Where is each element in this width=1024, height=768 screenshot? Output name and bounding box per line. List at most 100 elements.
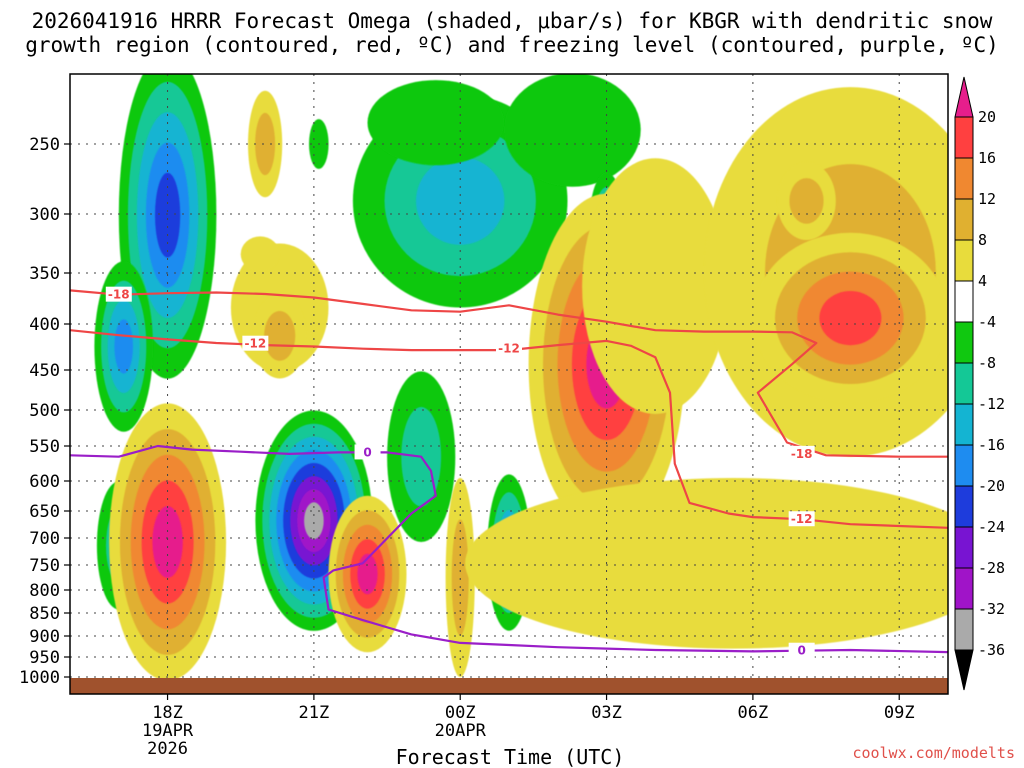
omega-band-17-0 (240, 236, 280, 272)
omega-band-1-3 (114, 319, 133, 374)
omega-band-16-1 (264, 311, 296, 361)
omega-band-0-4 (155, 172, 181, 258)
colorbar-band-3 (954, 239, 974, 282)
x-tick-label-18Z: 18Z (152, 703, 183, 723)
omega-blob-4 (255, 410, 373, 631)
omega-band-3-4 (152, 506, 183, 578)
omega-blob-3 (109, 403, 227, 681)
y-tick-label-650: 650 (29, 502, 60, 522)
omega-band-12-1 (255, 112, 276, 176)
colorbar-band-10 (954, 526, 974, 569)
y-tick-label-350: 350 (29, 264, 60, 284)
colorbar-band-12 (954, 608, 974, 651)
y-tick-label-250: 250 (29, 135, 60, 155)
colorbar-band-11 (954, 567, 974, 610)
contour-label-bg-dgz-minus12-0 (242, 335, 269, 351)
omega-band-7-0 (367, 80, 505, 166)
colorbar-band-5 (954, 321, 974, 364)
colorbar-label--12: -12 (978, 395, 1005, 413)
omega-shading (94, 74, 948, 681)
contour-dgz-minus18 (70, 289, 948, 458)
contour-label-bg-freezing-level-0 (354, 444, 381, 460)
ground-bar (70, 678, 948, 694)
contour-label-freezing-level-1: 0 (797, 644, 805, 658)
colorbar: 20 16 12 8 4 -4 -8 -12 -16 -20 -24 -28 -32 -36 (954, 76, 1005, 691)
omega-blob-20 (582, 158, 729, 414)
y-tick-label-550: 550 (29, 437, 60, 457)
x-tick-label-06Z: 06Z (738, 703, 769, 723)
colorbar-label--8: -8 (978, 354, 996, 372)
y-tick-label-700: 700 (29, 529, 60, 549)
omega-blob-1 (94, 261, 153, 432)
contour-label-bg-dgz-minus18-0 (105, 286, 132, 302)
y-tick-label-600: 600 (29, 472, 60, 492)
colorbar-band-2 (954, 198, 974, 241)
omega-blob-21 (465, 478, 948, 649)
colorbar-top-arrow (954, 76, 974, 118)
y-tick-label-400: 400 (29, 315, 60, 335)
plot-frame (69, 73, 949, 695)
omega-band-21-0 (465, 478, 948, 649)
colorbar-label-16: 16 (978, 149, 996, 167)
omega-blob-5 (328, 495, 407, 653)
omega-blob-24 (777, 161, 836, 240)
omega-band-8-0 (504, 74, 641, 187)
x-tick-date-00Z: 20APR (435, 721, 487, 741)
colorbar-label-20: 20 (978, 108, 996, 126)
contour-label-bg-freezing-level-1 (788, 642, 815, 658)
colorbar-label--4: -4 (978, 313, 996, 331)
colorbar-band-6 (954, 362, 974, 405)
colorbar-label-4: 4 (978, 272, 987, 290)
x-axis-label: Forecast Time (UTC) (396, 745, 625, 768)
colorbar-band-9 (954, 485, 974, 528)
x-tick-label-03Z: 03Z (591, 703, 622, 723)
y-tick-label-450: 450 (29, 361, 60, 381)
y-tick-label-500: 500 (29, 401, 60, 421)
x-tick-year-18Z: 2026 (147, 739, 188, 759)
y-tick-label-1000: 1000 (19, 668, 60, 688)
colorbar-label--36: -36 (978, 641, 1005, 659)
colorbar-band-0 (954, 116, 974, 159)
omega-blob-7 (367, 80, 505, 166)
colorbar-band-1 (954, 157, 974, 200)
x-tick-label-00Z: 00Z (445, 703, 476, 723)
colorbar-label-12: 12 (978, 190, 996, 208)
contour-label-dgz-minus12-1: -12 (498, 342, 520, 356)
omega-band-6-2 (416, 157, 505, 245)
omega-band-23-3 (819, 291, 882, 346)
x-tick-date-18Z: 19APR (142, 721, 194, 741)
omega-band-20-0 (582, 158, 729, 414)
contour-label-bg-dgz-minus18-1 (788, 445, 815, 461)
chart-title-line2: growth region (contoured, red, ºC) and f… (25, 33, 999, 57)
omega-blob-23 (752, 232, 948, 404)
contour-label-bg-dgz-minus12-2 (788, 511, 815, 527)
y-tick-label-950: 950 (29, 648, 60, 668)
y-tick-label-900: 900 (29, 627, 60, 647)
contour-freezing-level (70, 444, 948, 654)
contour-label-bg-dgz-minus12-1 (496, 340, 522, 356)
colorbar-label--28: -28 (978, 559, 1005, 577)
contour-label-dgz-minus18-1: -18 (791, 447, 813, 461)
x-tick-label-09Z: 09Z (884, 703, 915, 723)
chart-title-line1: 2026041916 HRRR Forecast Omega (shaded, … (32, 9, 993, 33)
colorbar-label--20: -20 (978, 477, 1005, 495)
contour-label-dgz-minus18-0: -18 (108, 288, 130, 302)
omega-blob-16 (252, 293, 307, 379)
contour-dgz-minus12 (70, 329, 948, 529)
omega-band-24-1 (789, 178, 824, 224)
colorbar-bottom-arrow (954, 649, 974, 691)
omega-blob-12 (248, 90, 283, 198)
omega-blob-8 (504, 74, 641, 187)
colorbar-label--16: -16 (978, 436, 1005, 454)
y-tick-label-300: 300 (29, 205, 60, 225)
colorbar-label--24: -24 (978, 518, 1005, 536)
colorbar-label-8: 8 (978, 231, 987, 249)
contour-label-freezing-level-0: 0 (363, 445, 371, 459)
y-tick-label-750: 750 (29, 556, 60, 576)
credit-text: coolwx.com/modelts (852, 744, 1015, 762)
contour-label-dgz-minus12-0: -12 (245, 337, 267, 351)
contours: -18 -18 -12 -12 -12 0 0 (70, 286, 948, 658)
colorbar-band-7 (954, 403, 974, 446)
contour-label-dgz-minus12-2: -12 (791, 512, 813, 526)
